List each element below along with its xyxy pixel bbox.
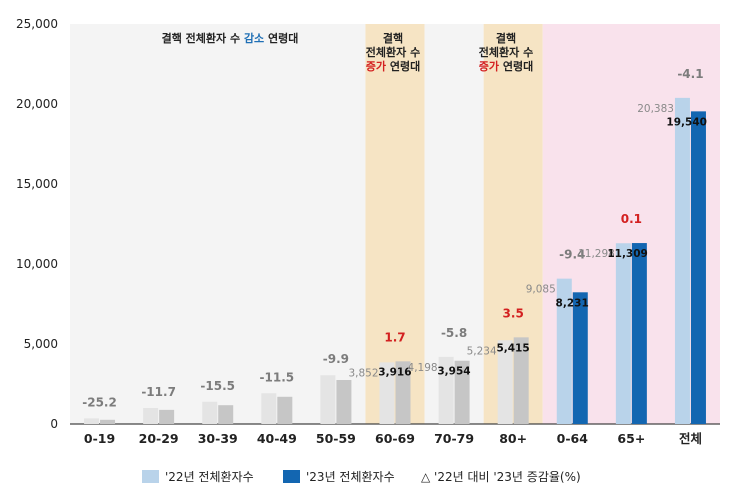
band-decrease-70-79 [424, 24, 484, 424]
band-increase-line2-b: 전체환자 수 [479, 45, 533, 59]
band-increase-accent-b: 증가 [479, 59, 499, 73]
value-label-2022: 20,383 [637, 103, 674, 115]
y-tick-label: 15,000 [16, 177, 58, 191]
value-label-2022: 3,852 [348, 367, 378, 379]
bar-2022 [379, 362, 395, 424]
change-rate-label: -11.5 [260, 370, 295, 384]
value-label-2022: 11,298 [578, 248, 615, 260]
value-label-2022: 9,085 [526, 284, 556, 296]
value-label-2023: 5,415 [496, 342, 529, 354]
change-rate-label: 1.7 [384, 330, 405, 344]
band-total-groups [542, 24, 720, 424]
change-rate-label: 3.5 [503, 306, 524, 320]
bar-2023 [690, 111, 706, 425]
y-tick-label: 10,000 [16, 257, 58, 271]
bar-2022 [497, 340, 513, 424]
bar-2023 [513, 337, 529, 424]
band-decrease-accent: 감소 [244, 31, 264, 45]
band-increase-accent: 증가 [366, 59, 386, 73]
band-increase-line1-b: 결핵 [496, 31, 516, 45]
bars [84, 97, 706, 425]
band-decrease-0-59 [70, 24, 366, 424]
band-decrease-title-a: 결핵 전체환자 수 [162, 31, 244, 45]
y-tick-label: 20,000 [16, 97, 58, 111]
x-category-label: 0-64 [557, 431, 589, 446]
band-decrease-title: 결핵 전체환자 수 감소 연령대 [162, 31, 299, 45]
bar-2023 [395, 361, 411, 424]
bar-2022 [261, 393, 277, 424]
x-category-label: 60-69 [375, 431, 415, 446]
legend-swatch-2022 [142, 470, 159, 483]
x-category-label: 80+ [499, 431, 527, 446]
x-category-label: 전체 [679, 431, 702, 446]
bar-2022 [438, 356, 454, 424]
bar-labels: 0-19 -25.2 20-29 -11.7 30-39 -15.5 40-49 -11.5 5… [82, 67, 707, 446]
y-axis: 0 5,000 10,000 15,000 20,000 25,000 [16, 17, 720, 431]
x-category-label: 20-29 [139, 431, 179, 446]
y-tick-label: 0 [50, 417, 58, 431]
bar-2022 [674, 97, 690, 424]
change-rate-label: -15.5 [200, 379, 235, 393]
bar-2023 [336, 380, 352, 424]
change-rate-label: -25.2 [82, 395, 117, 409]
x-category-label: 40-49 [257, 431, 297, 446]
legend-swatch-2023 [283, 470, 300, 483]
legend: '22년 전체환자수 '23년 전체환자수 △ '22년 대비 '23년 증감율… [142, 470, 581, 484]
bar-2022 [143, 408, 159, 424]
y-tick-label: 25,000 [16, 17, 58, 31]
value-label-2023: 3,954 [437, 366, 470, 378]
x-category-label: 50-59 [316, 431, 356, 446]
value-label-2023: 3,916 [378, 366, 411, 378]
bar-2023 [100, 419, 116, 424]
change-rate-label: 0.1 [621, 212, 642, 226]
bar-2023 [631, 243, 647, 424]
band-increase-line3-rest: 연령대 [386, 59, 420, 73]
band-increase-line1: 결핵 [383, 31, 403, 45]
bar-2022 [320, 375, 336, 424]
band-increase-line2: 전체환자 수 [366, 45, 420, 59]
value-label-2023: 11,309 [607, 248, 648, 260]
band-increase-title-6069: 결핵 전체환자 수 증가 연령대 [366, 31, 420, 73]
band-increase-80plus [483, 24, 543, 424]
band-increase-line3-b: 증가 연령대 [479, 59, 533, 73]
x-category-label: 30-39 [198, 431, 238, 446]
x-category-label: 0-19 [84, 431, 115, 446]
value-label-2023: 19,540 [666, 116, 707, 128]
band-increase-line3-rest-b: 연령대 [499, 59, 533, 73]
y-tick-label: 5,000 [24, 337, 58, 351]
band-decrease-title-b: 연령대 [264, 31, 298, 45]
bar-2023 [218, 405, 234, 424]
bar-2022 [556, 278, 572, 424]
value-label-2022: 5,234 [467, 345, 497, 357]
bar-2022 [615, 243, 631, 424]
change-rate-label: -11.7 [141, 385, 176, 399]
change-rate-label: -5.8 [441, 326, 467, 340]
bar-2023 [572, 292, 588, 424]
value-label-2022: 4,198 [408, 362, 438, 374]
bar-2022 [202, 401, 218, 424]
x-category-label: 65+ [617, 431, 645, 446]
value-label-2023: 8,231 [556, 297, 589, 309]
band-increase-60-69 [365, 24, 425, 424]
change-rate-label: -9.9 [323, 352, 349, 366]
background-bands [70, 24, 720, 424]
change-rate-label: -4.1 [677, 67, 703, 81]
bar-2023 [454, 360, 470, 424]
bar-2023 [277, 396, 293, 424]
legend-label-change-rate: △ '22년 대비 '23년 증감율(%) [421, 470, 581, 484]
x-category-label: 70-79 [434, 431, 474, 446]
change-rate-label: -9.4 [559, 248, 585, 262]
bar-2022 [84, 418, 100, 424]
band-increase-title-80plus: 결핵 전체환자 수 증가 연령대 [479, 31, 533, 73]
legend-label-2023: '23년 전체환자수 [306, 470, 395, 484]
band-increase-line3: 증가 연령대 [366, 59, 420, 73]
legend-label-2022: '22년 전체환자수 [165, 470, 254, 484]
bar-2023 [159, 409, 175, 424]
